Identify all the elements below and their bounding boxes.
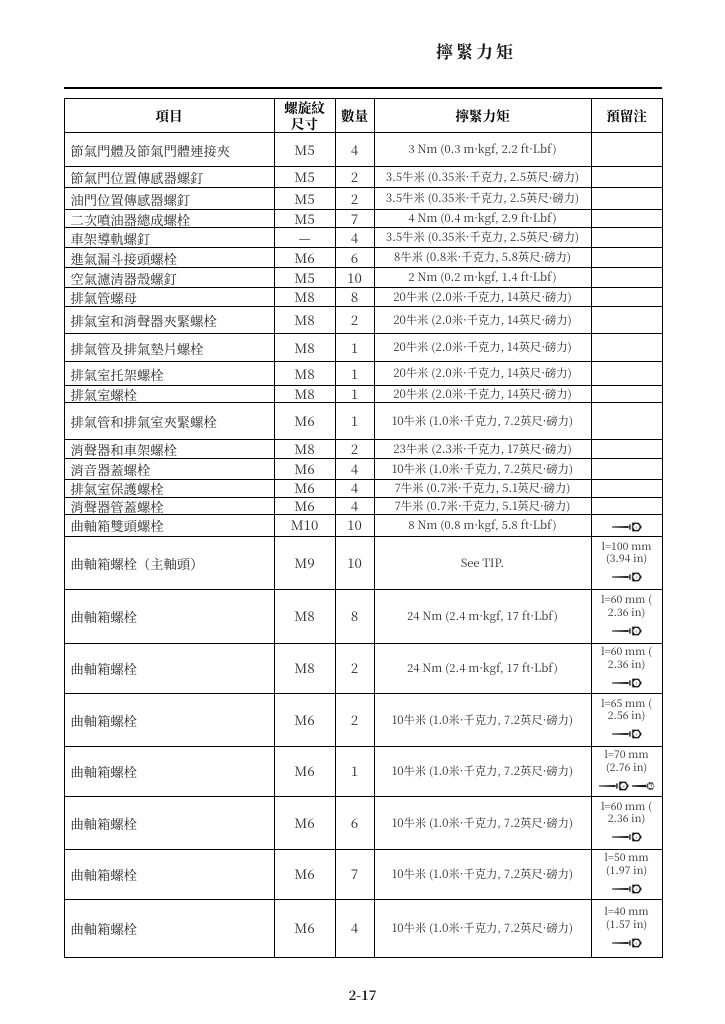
svg-text:e: e: [635, 731, 637, 736]
svg-text:e: e: [635, 886, 637, 891]
svg-text:e: e: [635, 940, 637, 945]
svg-text:e: e: [635, 680, 637, 685]
svg-text:e: e: [635, 574, 637, 579]
svg-text:e: e: [635, 628, 637, 633]
svg-text:e: e: [635, 834, 637, 839]
svg-text:e: e: [623, 783, 625, 788]
svg-text:e: e: [635, 524, 637, 529]
